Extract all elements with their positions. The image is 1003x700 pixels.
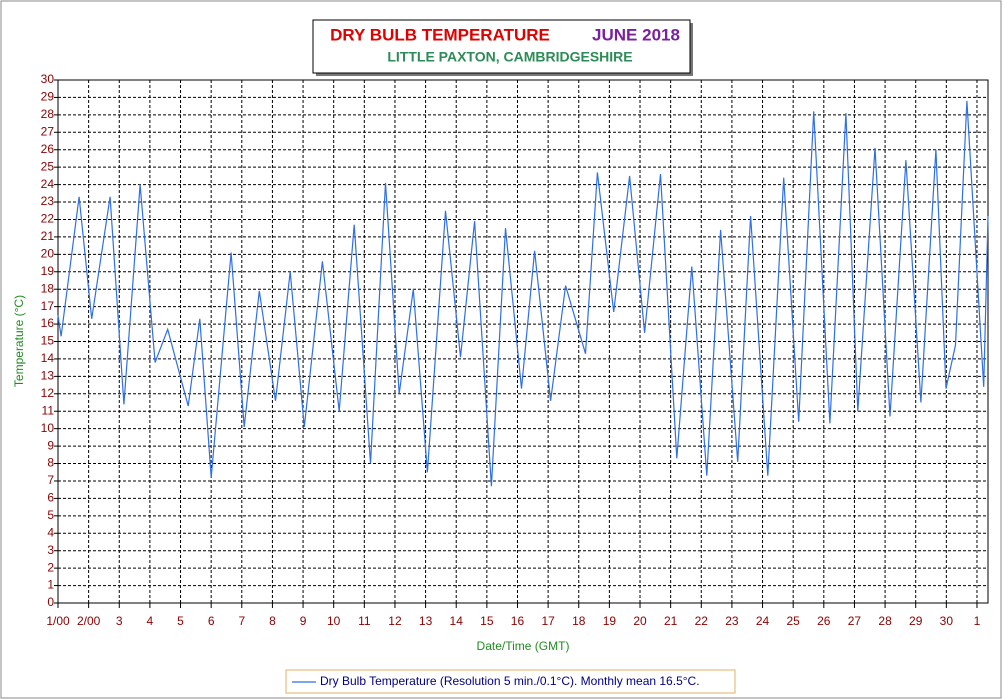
x-tick-label: 11 [358, 614, 371, 628]
x-tick-label: 20 [633, 614, 647, 628]
y-tick-label: 30 [41, 72, 55, 86]
y-tick-label: 1 [47, 578, 54, 592]
y-tick-label: 26 [41, 142, 55, 156]
x-tick-label: 16 [511, 614, 525, 628]
x-tick-label: 26 [817, 614, 831, 628]
y-tick-label: 21 [41, 229, 55, 243]
x-tick-label: 14 [450, 614, 464, 628]
y-tick-label: 6 [47, 491, 54, 505]
y-tick-label: 24 [41, 177, 55, 191]
x-tick-label: 17 [541, 614, 555, 628]
y-tick-label: 5 [47, 508, 54, 522]
y-axis-label: Temperature (°C) [12, 295, 26, 387]
x-tick-label: 4 [147, 614, 154, 628]
x-tick-label: 15 [480, 614, 494, 628]
y-tick-label: 23 [41, 194, 55, 208]
temperature-line [57, 100, 989, 487]
x-tick-label: 23 [725, 614, 739, 628]
x-tick-label: 25 [786, 614, 800, 628]
x-tick-label: 18 [572, 614, 586, 628]
y-tick-label: 18 [41, 281, 55, 295]
y-tick-label: 17 [41, 299, 55, 313]
y-tick-label: 12 [41, 386, 55, 400]
y-tick-label: 29 [41, 90, 55, 104]
x-tick-label: 7 [238, 614, 245, 628]
x-tick-label: 24 [756, 614, 770, 628]
y-tick-label: 11 [42, 403, 55, 417]
y-tick-label: 7 [47, 473, 54, 487]
x-tick-label: 8 [269, 614, 276, 628]
y-tick-label: 3 [47, 543, 54, 557]
chart-period: JUNE 2018 [592, 25, 680, 44]
x-tick-label: 30 [940, 614, 954, 628]
y-tick-label: 9 [47, 438, 54, 452]
chart-subtitle: LITTLE PAXTON, CAMBRIDGESHIRE [387, 49, 632, 65]
y-tick-label: 20 [41, 247, 55, 261]
x-tick-label: 6 [208, 614, 215, 628]
x-tick-label: 13 [419, 614, 433, 628]
y-tick-label: 13 [41, 369, 55, 383]
x-tick-label: 10 [327, 614, 341, 628]
y-tick-label: 15 [41, 334, 55, 348]
y-tick-label: 2 [47, 560, 54, 574]
x-tick-label: 22 [695, 614, 709, 628]
y-tick-label: 0 [47, 595, 54, 609]
title-box [312, 19, 691, 74]
x-tick-label: 12 [388, 614, 402, 628]
x-tick-label: 28 [878, 614, 892, 628]
x-tick-label: 1 [974, 614, 981, 628]
y-tick-label: 10 [41, 421, 55, 435]
x-tick-label: 2/00 [77, 614, 101, 628]
y-tick-label: 25 [41, 159, 55, 173]
x-tick-label: 29 [909, 614, 923, 628]
y-tick-label: 16 [41, 316, 55, 330]
x-axis-label: Date/Time (GMT) [477, 639, 570, 653]
x-tick-label: 27 [848, 614, 862, 628]
x-tick-label: 21 [664, 614, 678, 628]
x-tick-label: 5 [177, 614, 184, 628]
x-tick-label: 19 [603, 614, 617, 628]
chart-title: DRY BULB TEMPERATURE [330, 25, 550, 44]
legend-box [285, 669, 736, 694]
y-tick-label: 4 [47, 525, 54, 539]
y-tick-label: 14 [41, 351, 55, 365]
x-tick-label: 1/00 [46, 614, 70, 628]
y-tick-label: 8 [47, 456, 54, 470]
y-tick-label: 22 [41, 212, 55, 226]
y-tick-label: 27 [41, 124, 55, 138]
y-tick-label: 19 [41, 264, 55, 278]
legend-label: Dry Bulb Temperature (Resolution 5 min./… [320, 674, 700, 688]
x-tick-label: 9 [300, 614, 307, 628]
x-tick-label: 3 [116, 614, 123, 628]
y-tick-label: 28 [41, 107, 55, 121]
